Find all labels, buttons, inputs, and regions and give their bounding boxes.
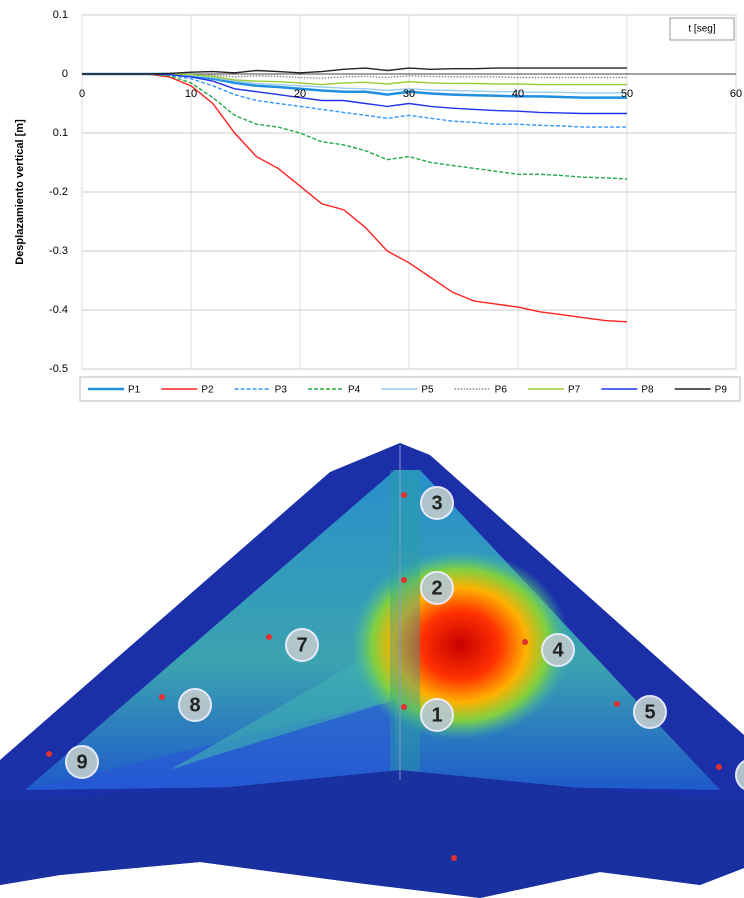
- legend-label: P6: [495, 385, 508, 396]
- series-line: [82, 73, 627, 86]
- point-dot: [401, 704, 407, 710]
- point-badge: [420, 698, 454, 732]
- series-line: [82, 73, 628, 323]
- hot-zone: [350, 550, 570, 740]
- point-badge: [178, 688, 212, 722]
- point-dot: [266, 634, 272, 640]
- point-dot: [614, 701, 620, 707]
- point-badge: [285, 628, 319, 662]
- legend-label: P8: [641, 385, 654, 396]
- point-label: 2: [431, 577, 442, 599]
- point-label: 1: [431, 704, 442, 726]
- y-tick-label: -0.5: [49, 363, 68, 375]
- point-label: 9: [76, 751, 87, 773]
- point-badge: [735, 760, 744, 790]
- y-tick-label: 0.1: [53, 127, 68, 139]
- foundation: [0, 770, 744, 898]
- point-badge: [541, 633, 575, 667]
- core: [390, 470, 420, 785]
- point-label: 7: [296, 634, 307, 656]
- series-line: [82, 67, 627, 75]
- legend-label: P9: [715, 385, 728, 396]
- point-dot: [522, 639, 528, 645]
- legend-label: P1: [128, 385, 141, 396]
- x-tick-label: 20: [294, 88, 306, 100]
- series-line: [82, 73, 627, 115]
- point-label: 4: [552, 639, 564, 661]
- y-axis-title: Desplazamiento vertical [m]: [14, 119, 26, 265]
- x-tick-label: 0: [79, 88, 85, 100]
- point-badge: [65, 745, 99, 779]
- point-dot: [716, 764, 722, 770]
- y-tick-label: -0.4: [49, 304, 68, 316]
- y-tick-label: -0.2: [49, 186, 68, 198]
- y-tick-label: -0.3: [49, 245, 68, 257]
- x-tick-label: 50: [621, 88, 633, 100]
- x-axis-title: t [seg]: [688, 24, 715, 35]
- point-dot: [401, 577, 407, 583]
- point-badge: [420, 486, 454, 520]
- point-badge: [633, 695, 667, 729]
- series-line: [82, 73, 628, 180]
- point-label: 3: [431, 492, 442, 514]
- xlabel-box: [669, 17, 735, 41]
- dam-figure: [0, 443, 744, 898]
- legend-label: P2: [201, 385, 214, 396]
- x-tick-label: 30: [403, 88, 415, 100]
- legend-label: P3: [275, 385, 288, 396]
- point-dot: [451, 855, 457, 861]
- point-dot: [401, 492, 407, 498]
- series-line: [82, 73, 627, 128]
- legend-label: P7: [568, 385, 581, 396]
- point-dot: [46, 751, 52, 757]
- point-label: 8: [189, 694, 200, 716]
- point-dot: [159, 694, 165, 700]
- legend-label: P4: [348, 385, 361, 396]
- x-tick-label: 60: [730, 88, 742, 100]
- x-tick-label: 40: [512, 88, 524, 100]
- point-label: 5: [644, 701, 655, 723]
- point-badge: [420, 571, 454, 605]
- y-tick-label: 0: [62, 68, 68, 80]
- legend-label: P5: [421, 385, 434, 396]
- x-tick-label: 10: [185, 88, 197, 100]
- y-tick-label: 0.1: [53, 9, 68, 21]
- band: [170, 640, 395, 770]
